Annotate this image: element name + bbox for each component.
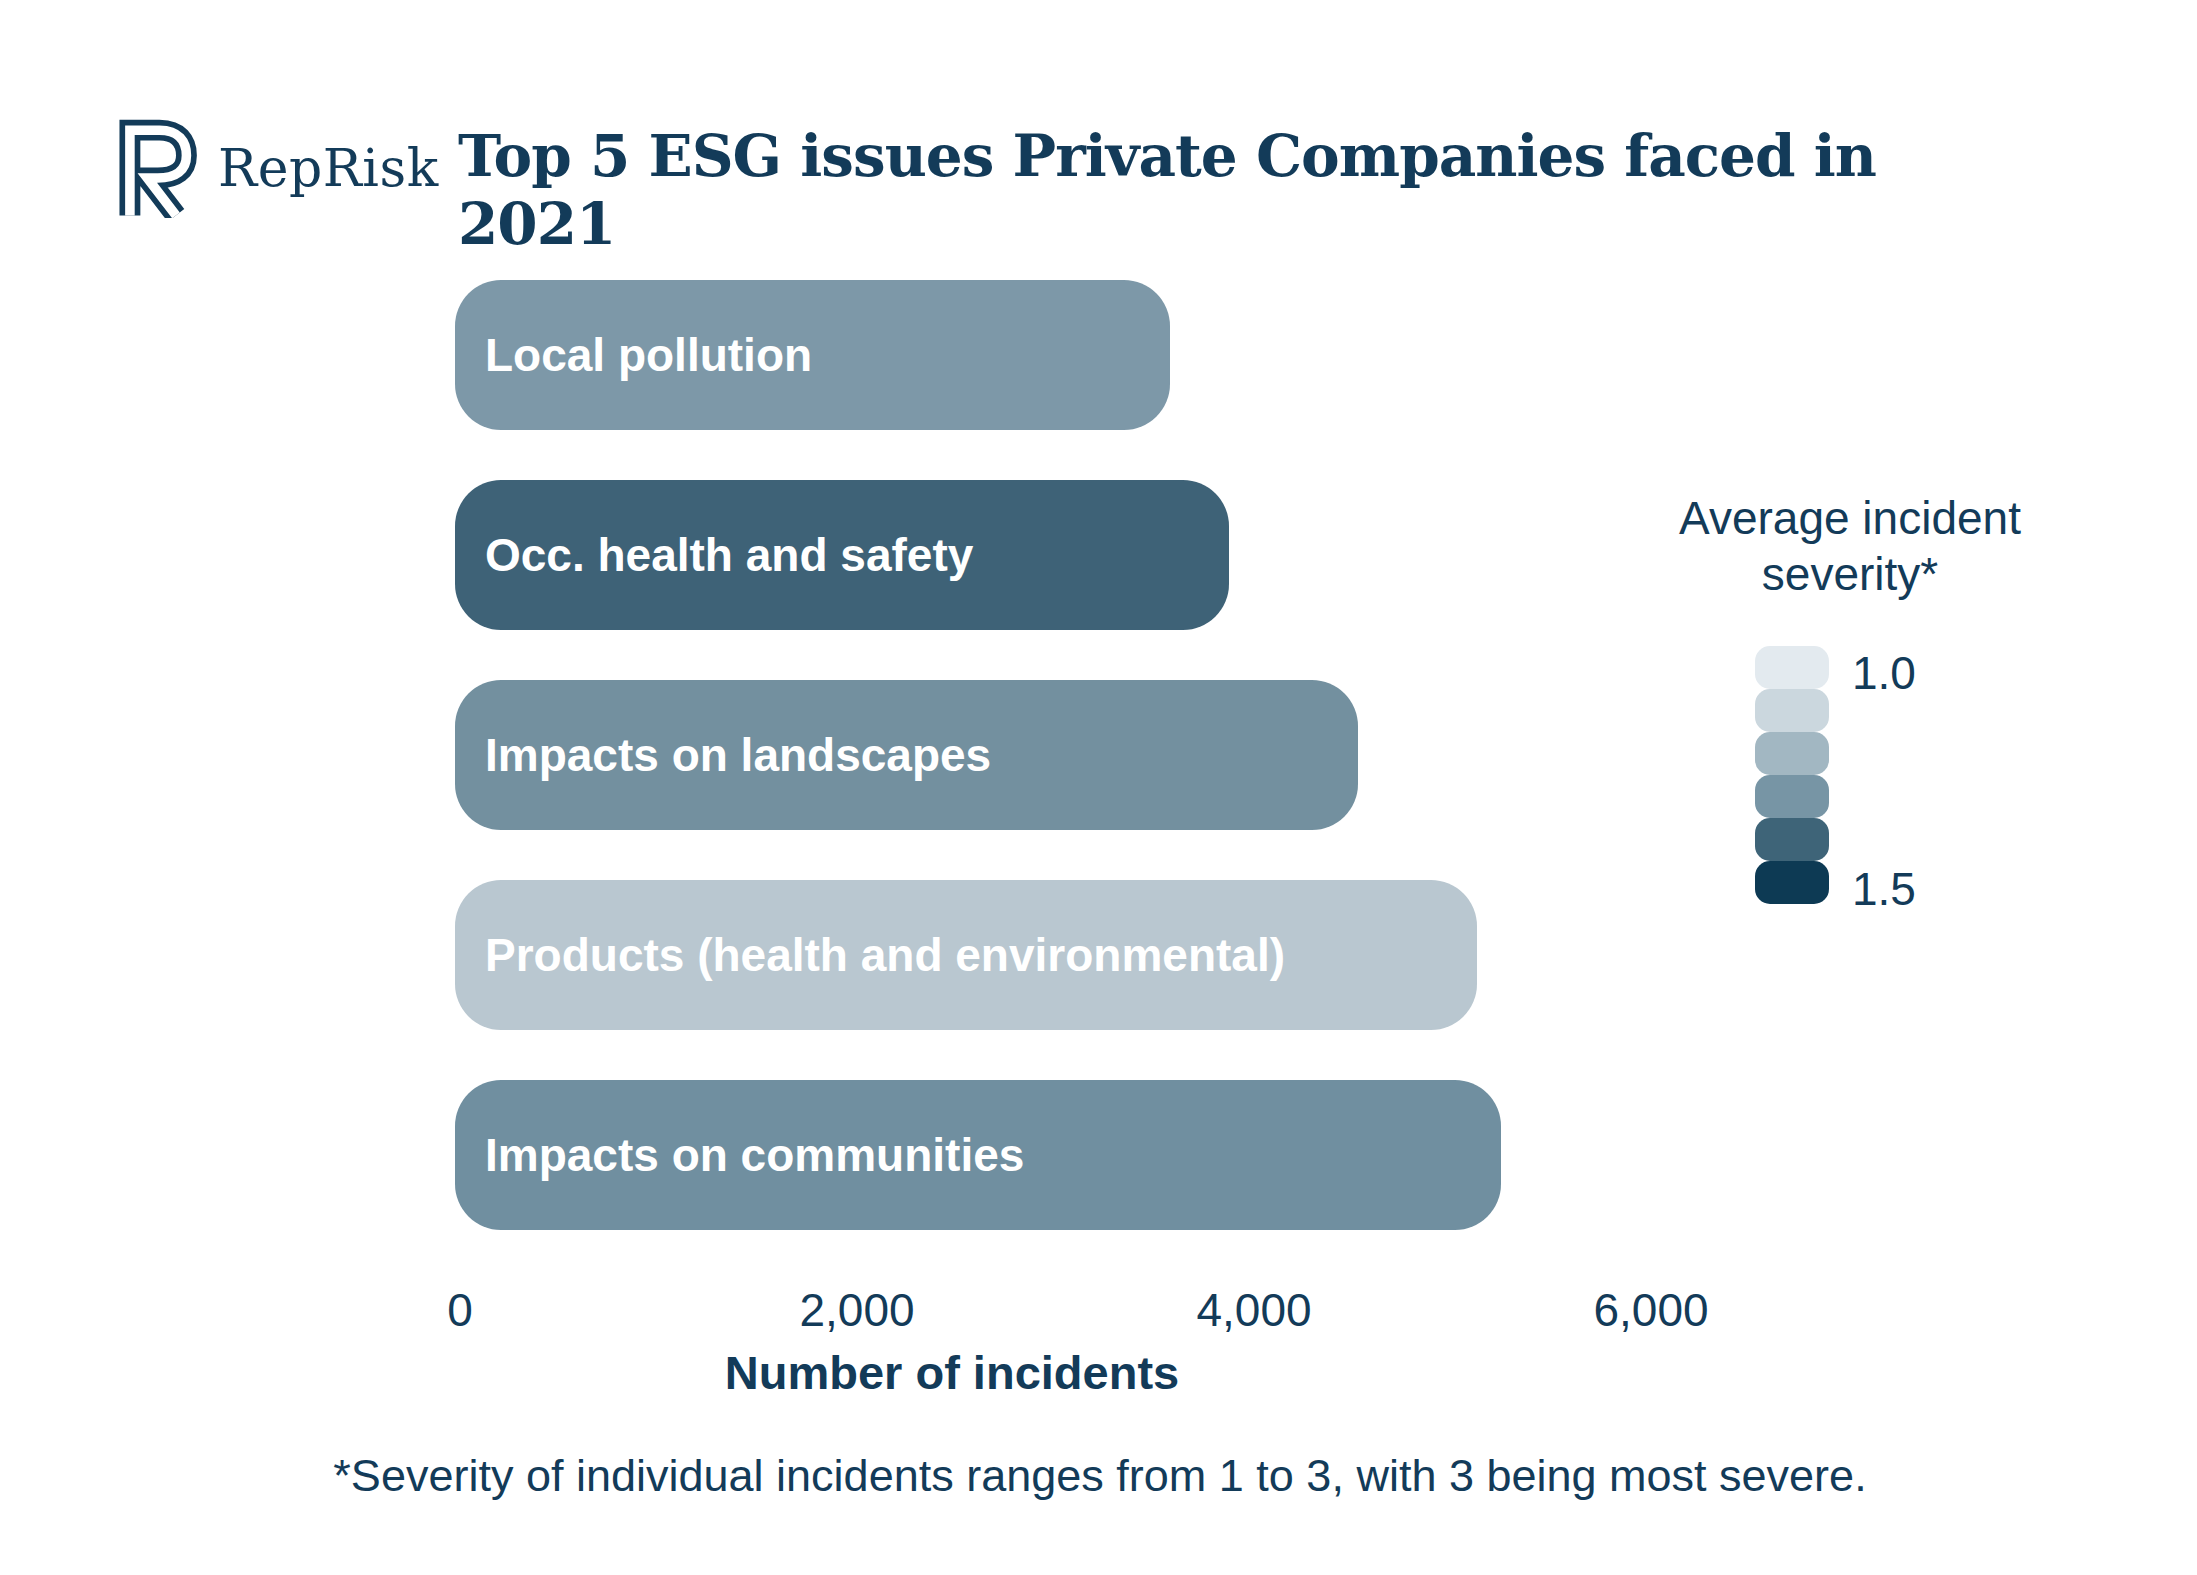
legend-min-label: 1.0 xyxy=(1852,646,1916,700)
bar-label: Impacts on communities xyxy=(455,1128,1024,1182)
bar-label: Occ. health and safety xyxy=(455,528,973,582)
bar-label: Products (health and environmental) xyxy=(455,928,1285,982)
x-tick-label: 2,000 xyxy=(799,1283,914,1337)
legend-swatch xyxy=(1755,775,1829,818)
legend-swatch xyxy=(1755,646,1829,689)
bar-impacts-on-landscapes: Impacts on landscapes xyxy=(455,680,1358,830)
legend-title: Average incident severity* xyxy=(1640,490,2060,602)
legend-max-label: 1.5 xyxy=(1852,862,1916,916)
x-tick-label: 0 xyxy=(447,1283,473,1337)
legend-swatch xyxy=(1755,689,1829,732)
bar-label: Impacts on landscapes xyxy=(455,728,991,782)
x-tick-label: 6,000 xyxy=(1593,1283,1708,1337)
x-axis-title: Number of incidents xyxy=(725,1345,1179,1400)
bar-impacts-on-communities: Impacts on communities xyxy=(455,1080,1501,1230)
x-tick-label: 4,000 xyxy=(1196,1283,1311,1337)
severity-footnote: *Severity of individual incidents ranges… xyxy=(333,1450,1866,1502)
bar-label: Local pollution xyxy=(455,328,812,382)
legend-swatch xyxy=(1755,732,1829,775)
infographic-canvas: RepRisk Top 5 ESG issues Private Compani… xyxy=(0,0,2197,1575)
bar-occ-health-and-safety: Occ. health and safety xyxy=(455,480,1229,630)
bar-products-health-and-environmental: Products (health and environmental) xyxy=(455,880,1477,1030)
legend-swatch xyxy=(1755,818,1829,861)
bar-local-pollution: Local pollution xyxy=(455,280,1170,430)
legend-color-scale xyxy=(1755,646,1829,904)
legend-swatch xyxy=(1755,861,1829,904)
bar-chart: Local pollution Occ. health and safety Imp… xyxy=(0,0,2197,1575)
